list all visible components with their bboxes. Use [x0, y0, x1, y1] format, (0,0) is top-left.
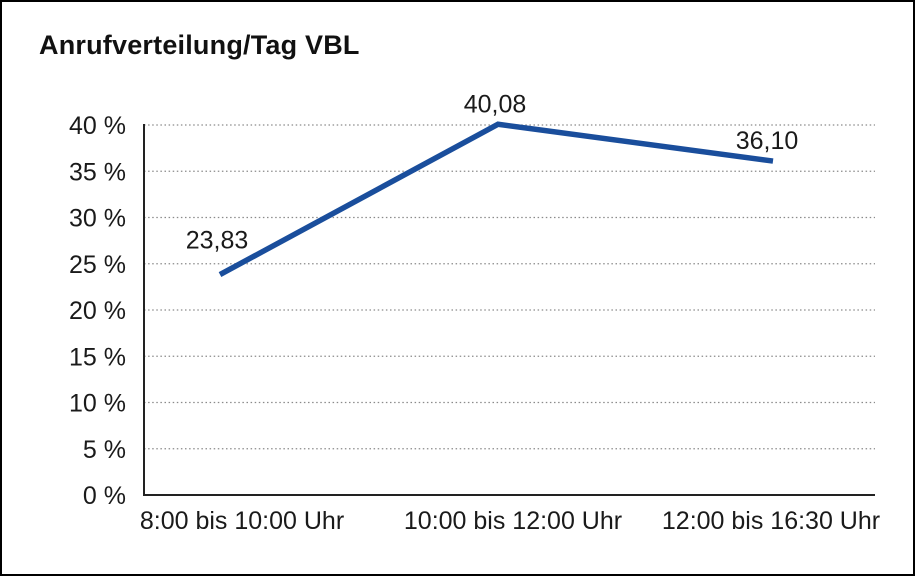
- series-line: [218, 121, 774, 277]
- x-category-label: 12:00 bis 16:30 Uhr: [662, 507, 880, 535]
- data-label: 40,08: [464, 90, 527, 118]
- y-tick-label: 5 %: [83, 436, 126, 464]
- y-tick-label: 10 %: [69, 390, 126, 418]
- data-label: 36,10: [736, 127, 799, 155]
- y-tick-label: 15 %: [69, 343, 126, 371]
- y-tick-label: 40 %: [69, 112, 126, 140]
- chart-title: Anrufverteilung/Tag VBL: [39, 30, 360, 60]
- data-label: 23,83: [186, 227, 249, 255]
- y-tick-label: 25 %: [69, 251, 126, 279]
- y-tick-label: 20 %: [69, 297, 126, 325]
- y-tick-label: 35 %: [69, 158, 126, 186]
- x-category-label: 10:00 bis 12:00 Uhr: [404, 507, 622, 535]
- y-tick-label: 30 %: [69, 205, 126, 233]
- x-category-label: 8:00 bis 10:00 Uhr: [140, 507, 344, 535]
- y-tick-label: 0 %: [83, 482, 126, 510]
